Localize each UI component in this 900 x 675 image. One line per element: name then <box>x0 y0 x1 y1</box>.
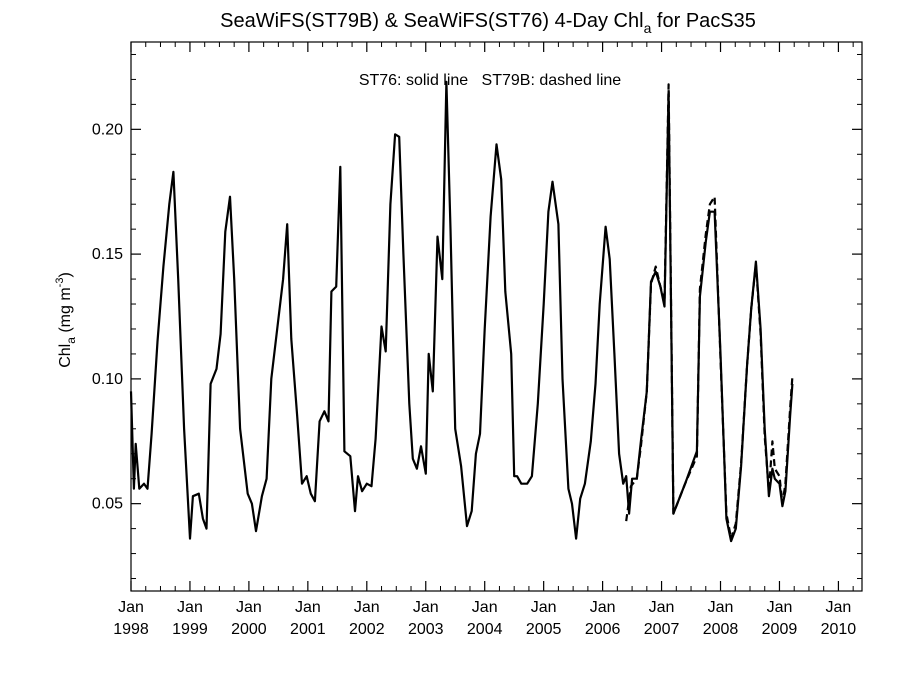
x-tick-label-year: 2006 <box>585 621 621 638</box>
x-tick-label-year: 1999 <box>172 621 208 638</box>
x-tick-label-year: 2010 <box>821 621 857 638</box>
x-tick-label-year: 2001 <box>290 621 326 638</box>
line-style-annotation: ST76: solid line ST79B: dashed line <box>359 72 621 89</box>
x-tick-label-month: Jan <box>472 599 498 616</box>
series-line-st76 <box>129 80 794 543</box>
chart-title-main: SeaWiFS(ST79B) & SeaWiFS(ST76) 4-Day Chl <box>220 10 643 32</box>
x-tick-label-month: Jan <box>531 599 557 616</box>
x-tick-label-month: Jan <box>177 599 203 616</box>
x-tick-label-year: 2002 <box>349 621 385 638</box>
x-tick-label-month: Jan <box>826 599 852 616</box>
y-axis-label-superscript: -3 <box>54 278 66 288</box>
x-tick-label-month: Jan <box>118 599 144 616</box>
x-tick-label-year: 2004 <box>467 621 503 638</box>
y-tick-label: 0.20 <box>92 121 123 138</box>
x-tick-label-month: Jan <box>708 599 734 616</box>
y-axis-label-close: ) <box>57 272 74 277</box>
x-tick-label-year: 2003 <box>408 621 444 638</box>
chart-title-tail: for PacS35 <box>651 10 756 32</box>
series-line-st79b <box>625 83 794 540</box>
plot-frame <box>130 41 863 592</box>
axis-tick-labels: 0.05 0.10 0.15 0.20 Jan 1998 Jan 1999 Jan 2000 Jan… <box>92 121 856 638</box>
x-tick-label-month: Jan <box>295 599 321 616</box>
chart-title: SeaWiFS(ST79B) & SeaWiFS(ST76) 4-Day Chl… <box>220 10 756 36</box>
y-axis-label-subscript: a <box>64 337 78 344</box>
x-tick-label-year: 2009 <box>762 621 798 638</box>
x-tick-label-year: 2007 <box>644 621 680 638</box>
x-tick-label-year: 2005 <box>526 621 562 638</box>
series-lines <box>129 80 794 543</box>
x-tick-label-month: Jan <box>354 599 380 616</box>
x-tick-label-month: Jan <box>767 599 793 616</box>
x-tick-label-month: Jan <box>590 599 616 616</box>
y-axis-label-units: (mg m <box>57 287 74 337</box>
x-tick-label-year: 2000 <box>231 621 267 638</box>
axis-ticks <box>130 42 862 591</box>
x-tick-label-year: 1998 <box>113 621 149 638</box>
y-tick-label: 0.05 <box>92 496 123 513</box>
x-tick-label-month: Jan <box>649 599 675 616</box>
x-tick-label-year: 2008 <box>703 621 739 638</box>
x-tick-label-month: Jan <box>413 599 439 616</box>
chart-title-subscript: a <box>644 20 652 36</box>
y-tick-label: 0.15 <box>92 246 123 263</box>
y-tick-label: 0.10 <box>92 371 123 388</box>
y-axis-label-main: Chl <box>57 344 74 368</box>
y-axis-label: Chla (mg m-3) <box>54 272 78 368</box>
x-tick-label-month: Jan <box>236 599 262 616</box>
